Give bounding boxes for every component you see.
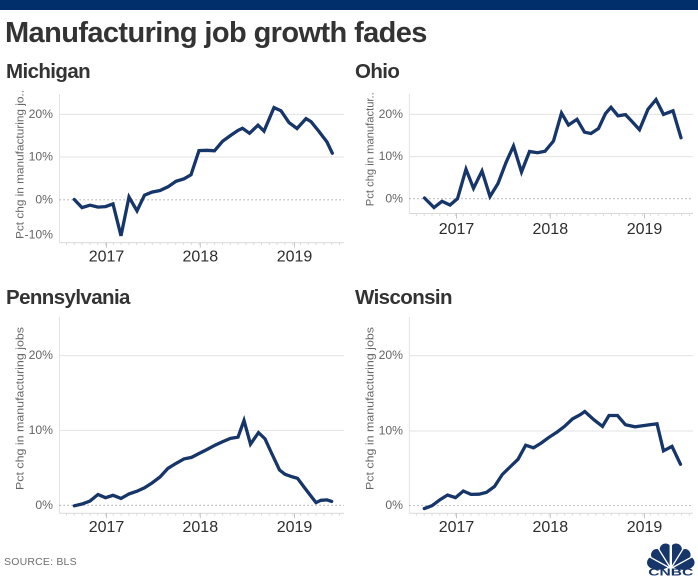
svg-text:2018: 2018	[183, 519, 219, 536]
svg-text:2019: 2019	[627, 519, 663, 536]
svg-text:20%: 20%	[379, 348, 404, 362]
svg-text:10%: 10%	[29, 423, 54, 437]
svg-text:0%: 0%	[35, 192, 53, 206]
svg-text:Pct chg in manufacturing jobs: Pct chg in manufacturing jobs	[365, 327, 377, 490]
svg-text:10%: 10%	[379, 149, 404, 163]
svg-text:10%: 10%	[29, 150, 54, 164]
svg-text:20%: 20%	[379, 107, 404, 121]
svg-text:2018: 2018	[533, 221, 569, 238]
svg-text:Pct chg in manufacturing jobs: Pct chg in manufacturing jobs	[15, 327, 27, 490]
svg-text:CNBC: CNBC	[648, 568, 694, 578]
svg-text:2019: 2019	[277, 249, 313, 266]
svg-text:2019: 2019	[627, 221, 663, 238]
svg-text:20%: 20%	[29, 107, 54, 121]
svg-text:-10%: -10%	[25, 228, 54, 242]
svg-text:0%: 0%	[35, 498, 53, 512]
svg-text:0%: 0%	[385, 191, 403, 205]
svg-text:2018: 2018	[183, 249, 219, 266]
svg-text:0%: 0%	[385, 498, 403, 512]
svg-text:2018: 2018	[533, 519, 569, 536]
svg-text:Pct chg in manufactur..: Pct chg in manufactur..	[365, 92, 377, 206]
svg-text:2017: 2017	[439, 221, 475, 238]
svg-text:20%: 20%	[29, 348, 54, 362]
svg-text:2019: 2019	[277, 519, 313, 536]
svg-text:2017: 2017	[439, 519, 475, 536]
svg-text:Pct chg in manufacturing jo..: Pct chg in manufacturing jo..	[15, 90, 27, 239]
svg-text:2017: 2017	[89, 249, 125, 266]
svg-text:10%: 10%	[379, 424, 404, 438]
svg-text:2017: 2017	[89, 519, 125, 536]
